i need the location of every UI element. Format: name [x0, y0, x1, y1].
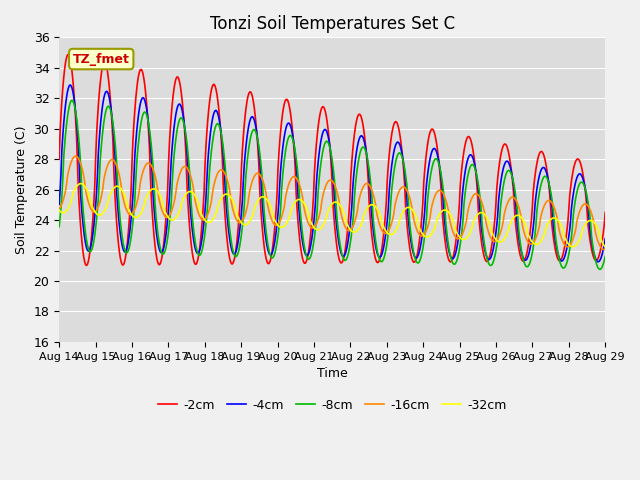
-8cm [596, 266, 604, 272]
-32cm [378, 219, 386, 225]
Line: -4cm: -4cm [59, 85, 605, 262]
-2cm [379, 239, 387, 245]
-4cm [153, 232, 161, 238]
-32cm [602, 244, 609, 250]
-4cm [602, 236, 609, 242]
-16cm [602, 246, 609, 252]
-32cm [153, 188, 161, 193]
Y-axis label: Soil Temperature (C): Soil Temperature (C) [15, 125, 28, 254]
Text: TZ_fmet: TZ_fmet [73, 53, 130, 66]
Line: -16cm: -16cm [59, 156, 605, 250]
-2cm [304, 252, 312, 257]
-2cm [602, 210, 609, 216]
Legend: -2cm, -4cm, -8cm, -16cm, -32cm: -2cm, -4cm, -8cm, -16cm, -32cm [153, 394, 511, 417]
-16cm [303, 217, 311, 223]
Title: Tonzi Soil Temperatures Set C: Tonzi Soil Temperatures Set C [210, 15, 455, 33]
-32cm [196, 209, 204, 215]
-8cm [602, 253, 609, 259]
-8cm [378, 259, 386, 264]
-4cm [594, 259, 602, 264]
-4cm [196, 244, 204, 250]
-32cm [77, 180, 85, 186]
-4cm [378, 252, 386, 257]
-8cm [196, 252, 204, 258]
-8cm [303, 255, 311, 261]
-32cm [303, 206, 311, 212]
-32cm [55, 207, 63, 213]
-32cm [467, 227, 475, 233]
-16cm [378, 228, 386, 233]
-4cm [67, 82, 74, 88]
Line: -8cm: -8cm [59, 100, 605, 269]
Line: -32cm: -32cm [59, 183, 605, 247]
-2cm [83, 263, 90, 268]
-4cm [467, 152, 475, 158]
-8cm [68, 97, 76, 103]
-8cm [55, 224, 63, 229]
-16cm [72, 153, 79, 159]
-4cm [55, 202, 63, 207]
-2cm [55, 156, 63, 162]
-2cm [422, 158, 429, 164]
-16cm [55, 206, 63, 212]
-8cm [153, 220, 161, 226]
-2cm [468, 143, 476, 148]
-16cm [600, 247, 607, 252]
-16cm [196, 215, 204, 220]
-2cm [65, 51, 72, 57]
X-axis label: Time: Time [317, 367, 348, 380]
-8cm [467, 162, 475, 168]
-8cm [421, 233, 429, 239]
-32cm [421, 233, 429, 239]
-16cm [421, 231, 429, 237]
-2cm [154, 259, 161, 265]
-16cm [153, 180, 161, 186]
-4cm [421, 208, 429, 214]
-16cm [467, 197, 475, 203]
-2cm [198, 229, 205, 235]
-4cm [303, 253, 311, 259]
Line: -2cm: -2cm [59, 54, 605, 265]
